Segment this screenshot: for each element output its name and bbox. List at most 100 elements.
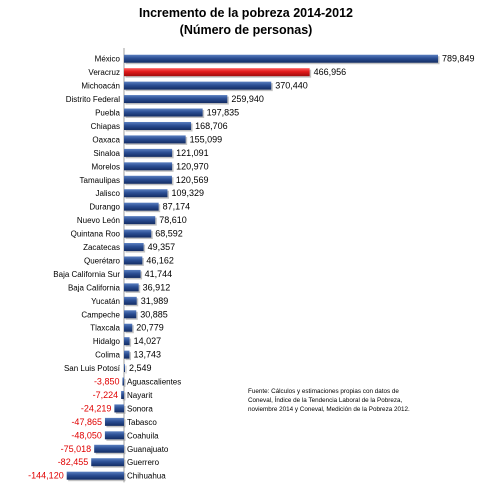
category-label-puebla: Puebla [95,109,120,118]
bar-chiapas [124,121,192,130]
bar-nuevo-leon [124,216,156,225]
value-label-baja-california: 36,912 [143,282,171,292]
value-label-campeche: 30,885 [140,309,168,319]
bar-oaxaca [124,135,186,144]
category-label-sonora: Sonora [127,404,153,413]
value-label-tlaxcala: 20,779 [136,323,164,333]
source-note-line-1: Fuente: Cálculos y estimaciones propias … [248,388,399,395]
value-label-distrito-federal: 259,940 [231,94,264,104]
category-label-hidalgo: Hidalgo [93,337,121,346]
category-label-tamaulipas: Tamaulipas [80,176,120,185]
bar-mexico [124,54,438,63]
category-label-san-luis-potosi: San Luis Potosí [64,364,121,373]
value-label-baja-california-sur: 41,744 [145,269,173,279]
plot-area: México 789,849 Veracruz 466,956 Michoacán 370… [28,48,475,483]
category-label-coahuila: Coahuila [127,431,159,440]
category-label-quintana-roo: Quintana Roo [71,230,121,239]
value-label-yucatan: 31,989 [141,296,169,306]
value-label-jalisco: 109,329 [171,188,204,198]
bar-hidalgo [124,337,130,346]
value-label-aguascalientes: -3,850 [94,377,120,387]
category-label-michoacan: Michoacán [81,82,120,91]
value-label-queretaro: 46,162 [146,255,174,265]
value-label-morelos: 120,970 [176,161,209,171]
bar-jalisco [124,189,168,198]
bar-chihuahua [66,471,124,480]
bar-tabasco [104,417,124,426]
bar-tamaulipas [124,175,172,184]
bar-distrito-federal [124,95,228,104]
category-label-veracruz: Veracruz [88,68,120,77]
bar-nayarit [121,390,124,399]
category-label-zacatecas: Zacatecas [83,243,120,252]
value-label-tamaulipas: 120,569 [176,175,209,185]
category-label-oaxaca: Oaxaca [92,135,120,144]
bar-tlaxcala [124,323,133,332]
chart-title: Incremento de la pobreza 2014-2012 [139,6,353,20]
category-label-mexico: México [95,55,121,64]
bar-baja-california [124,283,139,292]
category-label-chiapas: Chiapas [91,122,120,131]
value-label-tabasco: -47,865 [71,417,102,427]
category-label-guanajuato: Guanajuato [127,445,169,454]
category-label-baja-california: Baja California [68,283,121,292]
category-label-baja-california-sur: Baja California Sur [53,270,120,279]
value-label-colima: 13,743 [133,350,161,360]
value-label-puebla: 197,835 [207,108,240,118]
bar-shadow-aguascalientes [123,379,126,388]
category-label-colima: Colima [95,351,120,360]
value-label-nuevo-leon: 78,610 [159,215,187,225]
bar-baja-california-sur [124,269,141,278]
category-label-yucatan: Yucatán [91,297,120,306]
category-label-nuevo-leon: Nuevo León [77,216,120,225]
bar-sinaloa [124,148,173,157]
bar-durango [124,202,159,211]
bar-queretaro [124,256,143,265]
bar-morelos [124,162,173,171]
category-label-chihuahua: Chihuahua [127,472,166,481]
category-label-jalisco: Jalisco [96,189,121,198]
category-label-morelos: Morelos [92,162,120,171]
source-note-line-2: Coneval, Índice de la Tendencia Laboral … [248,395,403,404]
category-label-aguascalientes: Aguascalientes [127,378,181,387]
category-label-sinaloa: Sinaloa [93,149,120,158]
bar-colima [124,350,130,359]
bar-shadow-nayarit [122,392,126,401]
category-label-tabasco: Tabasco [127,418,157,427]
bar-quintana-roo [124,229,152,238]
category-label-durango: Durango [89,203,120,212]
category-label-distrito-federal: Distrito Federal [66,95,120,104]
value-label-sonora: -24,219 [81,403,112,413]
value-label-mexico: 789,849 [442,54,475,64]
bar-coahuila [104,431,124,440]
chart-subtitle: (Número de personas) [180,23,313,37]
bar-shadow-san-luis-potosi [125,365,127,374]
category-label-tlaxcala: Tlaxcala [90,324,120,333]
source-note-line-3: noviembre 2014 y Coneval, Medición de la… [248,406,410,413]
bar-zacatecas [124,243,144,252]
value-label-guanajuato: -75,018 [61,444,92,454]
bar-guerrero [91,458,124,467]
value-label-san-luis-potosi: 2,549 [129,363,152,373]
bar-veracruz [124,68,310,77]
value-label-veracruz: 466,956 [314,67,347,77]
category-label-queretaro: Querétaro [84,256,121,265]
bar-san-luis-potosi [124,364,126,373]
value-label-coahuila: -48,050 [71,430,102,440]
value-label-quintana-roo: 68,592 [155,229,183,239]
value-label-durango: 87,174 [163,202,191,212]
bar-puebla [124,108,203,117]
value-label-sinaloa: 121,091 [176,148,209,158]
value-label-chihuahua: -144,120 [28,471,64,481]
category-label-nayarit: Nayarit [127,391,153,400]
bar-sonora [114,404,124,413]
bar-campeche [124,310,137,319]
category-label-guerrero: Guerrero [127,458,160,467]
bar-aguascalientes [122,377,124,386]
value-label-oaxaca: 155,099 [190,134,223,144]
category-label-campeche: Campeche [81,310,120,319]
value-label-michoacan: 370,440 [275,81,308,91]
value-label-nayarit: -7,224 [93,390,119,400]
value-label-hidalgo: 14,027 [134,336,162,346]
bar-michoacan [124,81,272,90]
